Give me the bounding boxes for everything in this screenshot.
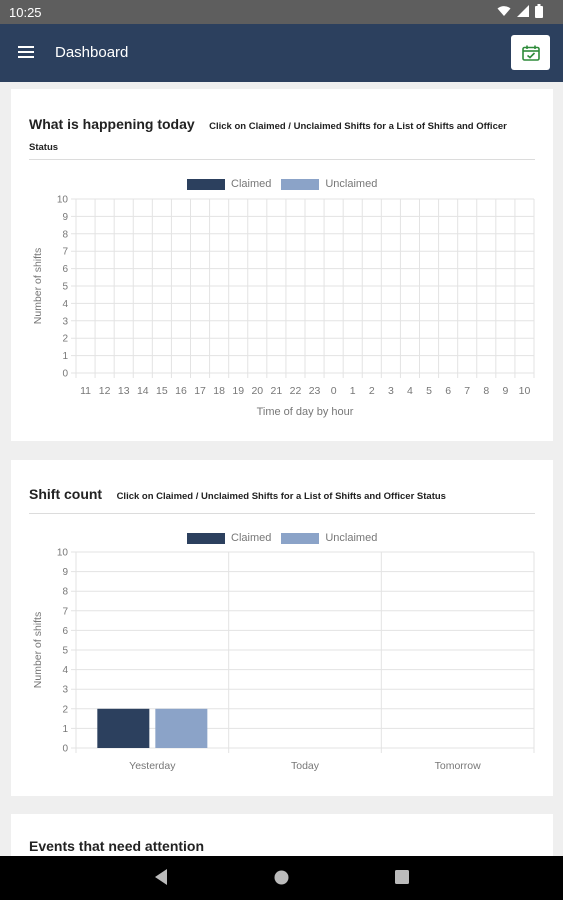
- status-bar: 10:25: [0, 0, 563, 24]
- y-tick-label: 6: [62, 264, 68, 275]
- y-tick-label: 4: [62, 665, 68, 676]
- system-nav-bar: [0, 856, 563, 900]
- x-tick-label: Tomorrow: [435, 760, 482, 772]
- calendar-icon: [521, 45, 540, 61]
- shift-count-subtitle: Click on Claimed / Unclaimed Shifts for …: [116, 491, 446, 502]
- x-tick-label: 10: [519, 385, 531, 397]
- y-axis-label: Number of shifts: [32, 248, 44, 324]
- dashboard-content[interactable]: What is happening today Click on Claimed…: [0, 82, 563, 856]
- shift-count-title: Shift count: [29, 486, 103, 502]
- events-card-title: Events that need attention: [29, 838, 205, 854]
- y-tick-label: 0: [62, 369, 68, 380]
- legend-label: Claimed: [231, 532, 272, 544]
- legend-swatch: [281, 532, 320, 544]
- x-tick-label: 3: [388, 385, 394, 397]
- y-tick-label: 3: [62, 685, 68, 696]
- app-bar: Dashboard: [0, 24, 563, 82]
- signal-icon: [517, 5, 529, 17]
- wifi-icon: [497, 6, 511, 16]
- y-tick-label: 9: [62, 567, 68, 578]
- legend-claimed[interactable]: Claimed: [187, 532, 271, 544]
- y-tick-label: 4: [62, 299, 68, 310]
- x-tick-label: 0: [331, 385, 337, 397]
- back-icon[interactable]: [154, 868, 168, 886]
- today-card: What is happening today Click on Claimed…: [11, 89, 553, 441]
- legend-claimed[interactable]: Claimed: [187, 178, 271, 190]
- x-axis-label: Time of day by hour: [257, 406, 354, 418]
- x-tick-label: 21: [271, 385, 283, 397]
- x-tick-label: 19: [232, 385, 244, 397]
- x-tick-label: 12: [99, 385, 111, 397]
- x-tick-label: 7: [464, 385, 470, 397]
- x-tick-label: 8: [483, 385, 489, 397]
- y-tick-label: 7: [62, 606, 68, 617]
- status-icons: [497, 4, 543, 18]
- bar: [155, 708, 208, 748]
- x-tick-label: 20: [251, 385, 263, 397]
- x-tick-label: 11: [80, 385, 91, 397]
- y-tick-label: 0: [62, 744, 68, 755]
- divider: [29, 159, 535, 160]
- legend-swatch: [187, 178, 225, 190]
- page-title: Dashboard: [55, 44, 129, 61]
- y-tick-label: 9: [62, 212, 68, 223]
- home-icon[interactable]: [274, 870, 289, 885]
- y-tick-label: 10: [57, 195, 69, 206]
- y-tick-label: 3: [62, 316, 68, 327]
- y-tick-label: 2: [62, 704, 68, 715]
- x-tick-label: 18: [213, 385, 225, 397]
- recents-icon[interactable]: [395, 870, 409, 884]
- calendar-button[interactable]: [511, 35, 550, 70]
- x-tick-label: 4: [407, 385, 413, 397]
- x-tick-label: 15: [156, 385, 168, 397]
- legend-swatch: [281, 178, 320, 190]
- x-tick-label: Today: [291, 760, 320, 772]
- x-tick-label: 9: [502, 385, 508, 397]
- x-tick-label: 5: [426, 385, 432, 397]
- chart-legend: Claimed Unclaimed: [187, 178, 387, 190]
- y-tick-label: 7: [62, 247, 68, 258]
- x-tick-label: 2: [369, 385, 375, 397]
- x-tick-label: 13: [118, 385, 130, 397]
- legend-swatch: [187, 532, 225, 544]
- events-card: Events that need attention: [11, 814, 553, 856]
- legend-unclaimed[interactable]: Unclaimed: [281, 532, 377, 544]
- y-tick-label: 6: [62, 626, 68, 637]
- x-tick-label: 6: [445, 385, 451, 397]
- shift-count-card: Shift count Click on Claimed / Unclaimed…: [11, 460, 553, 796]
- y-tick-label: 5: [62, 282, 68, 293]
- x-tick-label: 1: [350, 385, 356, 397]
- y-tick-label: 8: [62, 587, 68, 598]
- y-tick-label: 1: [62, 724, 68, 735]
- y-tick-label: 5: [62, 646, 68, 657]
- status-time: 10:25: [9, 5, 42, 20]
- legend-label: Claimed: [231, 178, 272, 190]
- menu-icon[interactable]: [16, 43, 36, 63]
- y-tick-label: 1: [62, 351, 68, 362]
- chart-legend: Claimed Unclaimed: [187, 532, 387, 544]
- today-card-subtitle: Click on Claimed / Unclaimed Shifts for …: [29, 121, 507, 153]
- today-card-title: What is happening today: [29, 116, 195, 132]
- y-tick-label: 10: [57, 548, 69, 559]
- x-tick-label: Yesterday: [129, 760, 176, 772]
- x-tick-label: 14: [137, 385, 149, 397]
- y-tick-label: 2: [62, 334, 68, 345]
- y-axis-label: Number of shifts: [32, 612, 44, 688]
- bar: [97, 708, 150, 748]
- y-tick-label: 8: [62, 229, 68, 240]
- x-tick-label: 23: [309, 385, 321, 397]
- legend-label: Unclaimed: [325, 532, 378, 544]
- x-tick-label: 22: [290, 385, 302, 397]
- battery-icon: [535, 4, 543, 18]
- x-tick-label: 17: [194, 385, 206, 397]
- legend-unclaimed[interactable]: Unclaimed: [281, 178, 377, 190]
- shift-count-chart[interactable]: 0 1 2 3 4 5 6 7 8 9 10 Yesterday Today Tomorrow Number…: [11, 460, 553, 796]
- legend-label: Unclaimed: [325, 178, 378, 190]
- x-tick-label: 16: [175, 385, 187, 397]
- divider: [29, 513, 535, 514]
